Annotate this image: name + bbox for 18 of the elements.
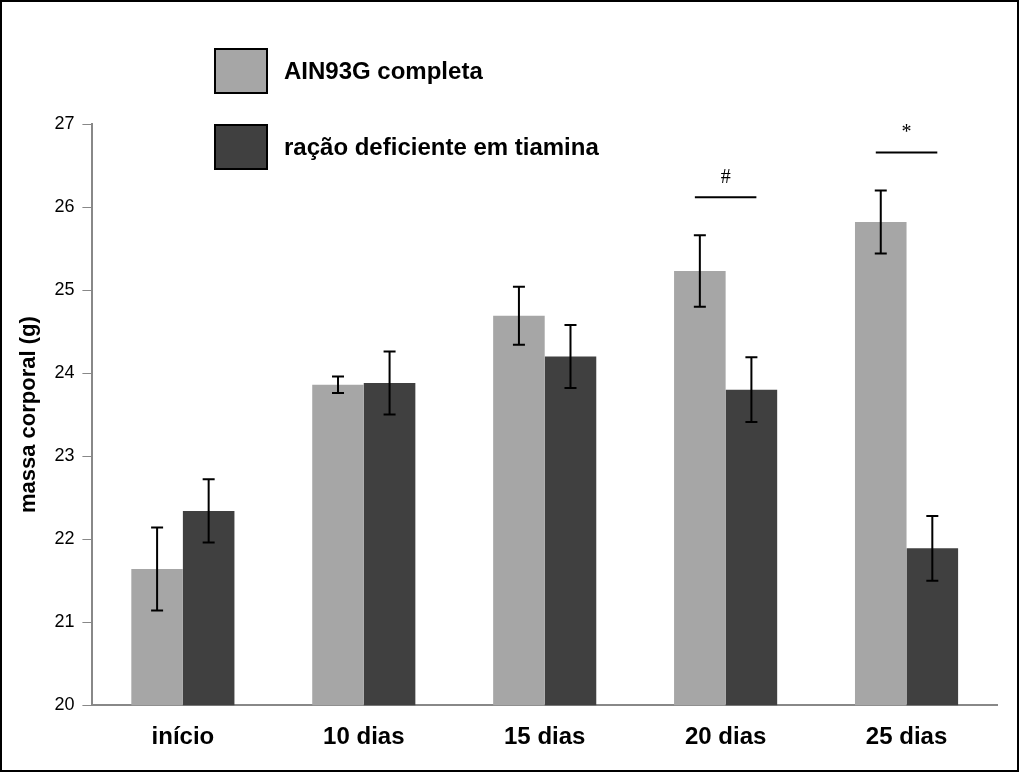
x-tick-label: 15 dias: [504, 722, 586, 750]
y-tick-label: 25: [54, 279, 75, 300]
x-tick-label: 20 dias: [684, 722, 767, 750]
legend-label: ração deficiente em tiamina: [284, 133, 599, 161]
y-tick-label: 26: [54, 196, 75, 216]
y-tick-label: 24: [54, 362, 75, 383]
y-tick-label: 23: [54, 445, 75, 466]
y-tick-label: 20: [54, 694, 75, 715]
y-tick-label: 21: [54, 611, 75, 632]
annotation: *: [901, 119, 912, 142]
x-tick-label: 10 dias: [323, 722, 405, 750]
y-tick-label: 22: [54, 528, 75, 549]
y-axis-title: massa corporal (g): [15, 316, 41, 514]
annotation: #: [720, 164, 731, 187]
legend-label: AIN93G completa: [284, 57, 483, 85]
y-tick-label: 27: [54, 112, 75, 133]
x-tick-label: início: [151, 722, 215, 750]
x-tick-label: 25 dias: [865, 722, 948, 750]
